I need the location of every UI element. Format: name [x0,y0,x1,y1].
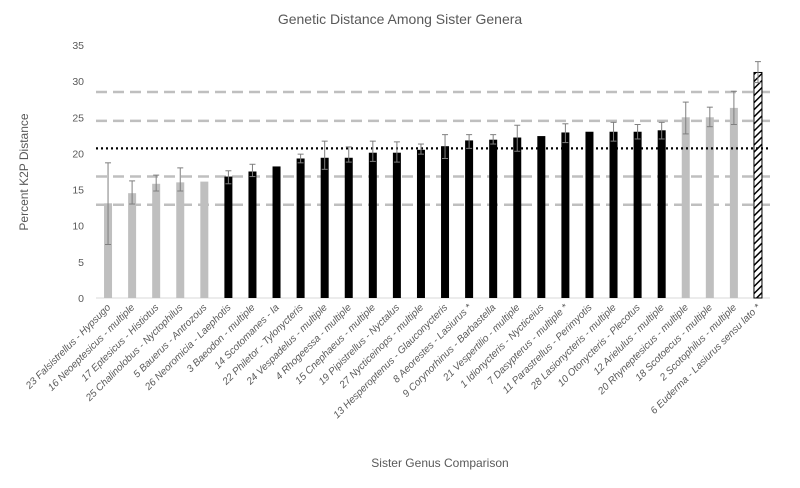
x-axis-title: Sister Genus Comparison [371,456,508,470]
y-tick-label: 25 [72,112,84,124]
y-tick-label: 0 [78,293,84,305]
y-tick-label: 15 [72,185,84,197]
bar [272,166,281,298]
bar [609,131,618,298]
bar [729,107,738,298]
y-tick-label: 20 [72,148,84,160]
bar [248,171,257,298]
bar [128,193,137,298]
bar [104,203,113,298]
bar [392,152,401,298]
bar [705,117,714,299]
y-tick-label: 10 [72,221,84,233]
bar [176,182,185,298]
bar [537,136,546,298]
bar [489,139,498,298]
bar [561,132,570,298]
bar [633,131,642,298]
y-tick-label: 30 [72,76,84,88]
y-axis-title: Percent K2P Distance [17,113,31,231]
bar [681,117,690,299]
bar [416,149,425,298]
bar [152,183,161,298]
y-tick-label: 35 [72,40,84,52]
bar [200,181,209,298]
bar [224,176,233,298]
y-tick-label: 5 [78,257,84,269]
bar [368,152,377,298]
bar [344,157,353,298]
bar [513,137,522,298]
bar [296,158,305,298]
bar [320,157,329,298]
chart-title: Genetic Distance Among Sister Genera [278,11,523,27]
bar [753,71,763,299]
bar [441,146,450,298]
bar [657,130,666,298]
bar [585,131,594,298]
bar [465,140,474,298]
